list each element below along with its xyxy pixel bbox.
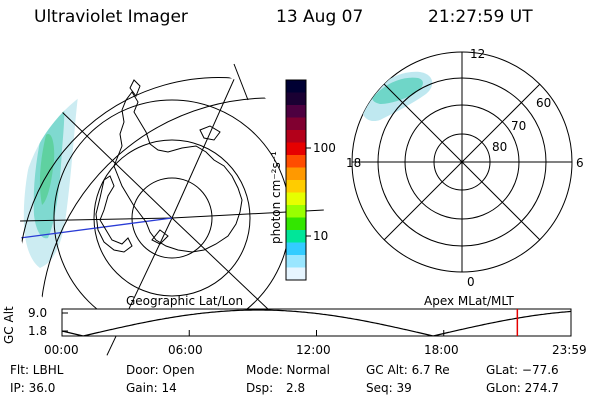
xtick-0600: 06:00 [168, 343, 203, 357]
colorbar-swatch [286, 105, 306, 118]
info-glat: GLat: −77.6 [486, 363, 559, 377]
mlt-label-0: 0 [467, 275, 475, 289]
mlt-label-12: 12 [470, 47, 486, 61]
mlat-label-70: 70 [511, 119, 527, 133]
info-dsp-label: Dsp: [246, 381, 274, 395]
info-gc-alt: GC Alt: 6.7 Re [366, 363, 450, 377]
color-bar [285, 79, 311, 281]
colorbar-swatch [286, 242, 306, 256]
info-dsp-value: 2.8 [286, 381, 306, 395]
xtick-1200: 12:00 [296, 343, 331, 357]
colorbar-swatch [286, 92, 306, 106]
colorbar-swatch [286, 167, 306, 181]
info-ip: IP: 36.0 [10, 381, 56, 395]
altitude-curve [62, 309, 571, 336]
magnetic-map [351, 51, 573, 273]
magnetic-map-label: Apex MLat/MLT [424, 294, 514, 308]
mlat-label-60: 60 [536, 96, 552, 110]
info-seq: Seq: 39 [366, 381, 412, 395]
colorbar-swatch [286, 267, 306, 281]
colorbar-swatch [286, 130, 306, 143]
info-flt: Flt: LBHL [10, 363, 64, 377]
mlt-label-18: 18 [346, 156, 362, 170]
ytick-1_8: 1.8 [28, 324, 48, 338]
xtick-2359: 23:59 [552, 343, 587, 357]
altitude-timeline [61, 308, 572, 337]
colorbar-swatch [286, 230, 306, 243]
colorbar-swatch [286, 142, 306, 156]
info-mode: Mode: Normal [246, 363, 330, 377]
colorbar-tick-10: 10 [313, 229, 329, 243]
colorbar-unit-label: photon cm⁻²s⁻¹ [269, 151, 283, 244]
time-label: 21:27:59 UT [428, 7, 533, 27]
colorbar-swatch [286, 117, 306, 131]
mlat-label-80: 80 [492, 140, 508, 154]
instrument-title: Ultraviolet Imager [34, 7, 188, 27]
xtick-0000: 00:00 [44, 343, 79, 357]
mlt-label-6: 6 [576, 156, 584, 170]
geographic-map-label: Geographic Lat/Lon [126, 294, 244, 308]
colorbar-swatch [286, 80, 306, 93]
colorbar-swatch [286, 217, 306, 231]
timeline-ylabel: GC Alt [2, 306, 16, 344]
colorbar-tick-100: 100 [313, 141, 336, 155]
info-glon: GLon: 274.7 [486, 381, 559, 395]
colorbar-swatch [286, 180, 306, 193]
colorbar-swatch [286, 255, 306, 268]
date-label: 13 Aug 07 [276, 7, 364, 27]
colorbar-swatch [286, 205, 306, 218]
info-gain: Gain: 14 [126, 381, 177, 395]
xtick-1800: 18:00 [424, 343, 459, 357]
colorbar-swatch [286, 155, 306, 168]
info-door: Door: Open [126, 363, 195, 377]
ytick-9: 9.0 [28, 306, 48, 320]
colorbar-swatch [286, 192, 306, 206]
